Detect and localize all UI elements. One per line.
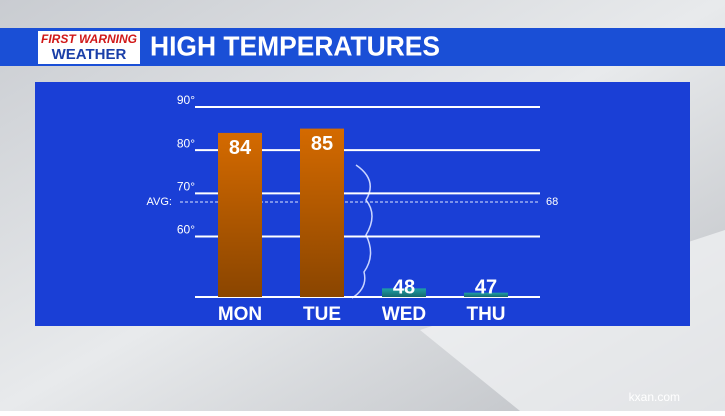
- value-label: 48: [393, 276, 415, 298]
- y-tick-label: 80°: [177, 136, 195, 150]
- logo-top: FIRST WARNING: [41, 32, 137, 46]
- bar-shade: [300, 128, 344, 297]
- logo-box: [38, 31, 140, 64]
- x-tick-label: TUE: [303, 304, 341, 325]
- chart-title: HIGH TEMPERATURES: [150, 30, 440, 61]
- logo-bottom: WEATHER: [52, 46, 127, 63]
- average-value: 68: [546, 196, 558, 208]
- y-tick-label: 90°: [177, 93, 195, 107]
- x-tick-label: THU: [466, 304, 505, 325]
- chart-panel: [35, 82, 690, 326]
- value-label: 84: [229, 137, 252, 159]
- y-tick-label: 60°: [177, 223, 195, 237]
- average-label: AVG:: [147, 196, 172, 208]
- x-tick-label: WED: [382, 304, 426, 325]
- bar-shade: [218, 132, 262, 297]
- value-label: 85: [311, 133, 333, 155]
- front-symbol: [351, 164, 373, 299]
- bar-shade: [464, 292, 508, 297]
- value-label: 47: [475, 276, 497, 298]
- y-tick-label: 70°: [177, 180, 195, 194]
- watermark: kxan.com: [629, 390, 680, 404]
- x-tick-label: MON: [218, 304, 262, 325]
- bar-shade: [382, 288, 426, 297]
